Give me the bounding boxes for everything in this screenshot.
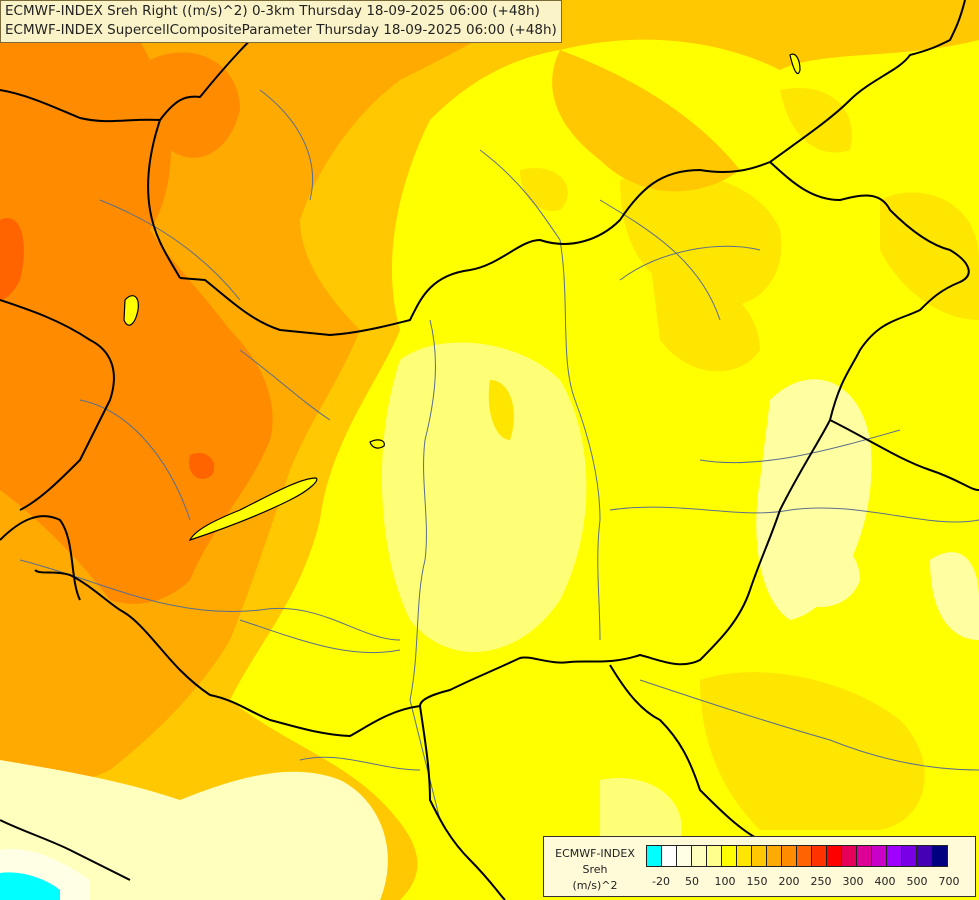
legend-swatch <box>887 846 902 866</box>
legend-tick-label: 700 <box>938 875 960 888</box>
cyan-field <box>0 872 60 900</box>
legend-swatch <box>902 846 917 866</box>
legend-tick-label: 300 <box>842 875 864 888</box>
legend-tick-label: 150 <box>746 875 768 888</box>
map-title-box: ECMWF-INDEX Sreh Right ((m/s)^2) 0-3km T… <box>0 0 562 43</box>
legend-swatch <box>782 846 797 866</box>
legend-swatch <box>647 846 662 866</box>
legend-swatch <box>677 846 692 866</box>
legend-swatch <box>767 846 782 866</box>
legend-swatch <box>797 846 812 866</box>
legend-tick-label: 200 <box>778 875 800 888</box>
legend-swatches <box>646 845 948 867</box>
legend-swatch <box>752 846 767 866</box>
legend-swatch <box>857 846 872 866</box>
rivers <box>19 89 979 821</box>
legend-swatch <box>662 846 677 866</box>
deep-yellow-field <box>488 88 979 830</box>
lake-balaton <box>188 477 318 542</box>
red-orange-spots <box>0 218 215 479</box>
cream-field <box>0 760 388 900</box>
legend-swatch <box>707 846 722 866</box>
legend-swatch <box>917 846 932 866</box>
legend-swatch <box>842 846 857 866</box>
orange-dark-field-north <box>146 52 240 158</box>
lake-neusiedl <box>123 295 139 326</box>
legend-tick-label: 100 <box>714 875 736 888</box>
legend-swatch <box>872 846 887 866</box>
lakes <box>123 53 801 542</box>
title-line-2: ECMWF-INDEX SupercellCompositeParameter … <box>5 22 557 38</box>
color-legend: ECMWF-INDEX Sreh (m/s)^2 -20 50 100 150 200 2… <box>543 836 976 897</box>
legend-tick-label: 50 <box>685 875 699 888</box>
legend-swatch <box>692 846 707 866</box>
legend-title-line-2: Sreh <box>582 863 608 876</box>
legend-title-line-1: ECMWF-INDEX <box>555 847 635 860</box>
legend-tick-label: 400 <box>874 875 896 888</box>
legend-tick-label: 500 <box>906 875 928 888</box>
legend-swatch <box>737 846 752 866</box>
pale-yellow-field <box>381 342 979 840</box>
legend-swatch <box>932 846 947 866</box>
legend-swatch <box>827 846 842 866</box>
orange-light-field-north <box>552 50 740 192</box>
hungary-border <box>34 161 970 737</box>
title-line-1: ECMWF-INDEX Sreh Right ((m/s)^2) 0-3km T… <box>5 3 540 19</box>
legend-units: (m/s)^2 <box>572 879 618 892</box>
legend-tick-label: -20 <box>652 875 670 888</box>
legend-tick-label: 250 <box>810 875 832 888</box>
legend-swatch <box>722 846 737 866</box>
legend-swatch <box>812 846 827 866</box>
